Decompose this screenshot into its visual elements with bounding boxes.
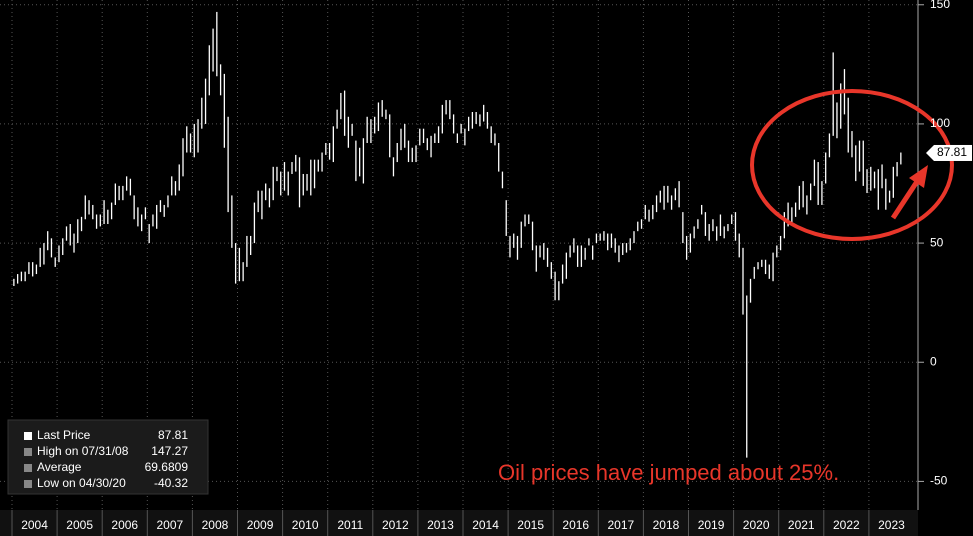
legend-swatch: [24, 432, 32, 440]
x-tick-label: 2009: [247, 518, 274, 532]
legend-swatch: [24, 448, 32, 456]
x-tick-label: 2014: [472, 518, 499, 532]
x-tick-label: 2020: [743, 518, 770, 532]
arrow-shaft: [890, 178, 921, 220]
y-tick-label: 0: [930, 354, 937, 368]
x-tick-label: 2012: [382, 518, 409, 532]
y-tick-label: 100: [930, 116, 950, 130]
legend-value: -40.32: [154, 476, 188, 490]
legend-value: 147.27: [151, 444, 188, 458]
highlight-ellipse: [750, 89, 954, 241]
legend-label: Average: [37, 460, 82, 474]
annotation: Oil prices have jumped about 25%.: [498, 460, 839, 485]
x-tick-label: 2017: [607, 518, 634, 532]
legend-label: Last Price: [37, 428, 91, 442]
last-price-pointer: [926, 144, 934, 161]
x-tick-label: 2015: [517, 518, 544, 532]
x-tick-label: 2019: [698, 518, 725, 532]
legend-label: High on 07/31/08: [37, 444, 129, 458]
legend-value: 87.81: [158, 428, 188, 442]
y-tick-label: 50: [930, 235, 944, 249]
x-tick-label: 2016: [562, 518, 589, 532]
arrow-head: [909, 165, 928, 188]
grid: [0, 0, 918, 510]
x-tick-label: 2006: [111, 518, 138, 532]
legend-swatch: [24, 480, 32, 488]
x-tick-label: 2018: [653, 518, 680, 532]
legend-label: Low on 04/30/20: [37, 476, 126, 490]
x-tick-label: 2007: [156, 518, 183, 532]
x-tick-label: 2023: [878, 518, 905, 532]
x-tick-label: 2010: [292, 518, 319, 532]
legend-swatch: [24, 464, 32, 472]
x-tick-label: 2008: [202, 518, 229, 532]
bars: [13, 11, 902, 458]
x-tick-label: 2004: [21, 518, 48, 532]
y-tick-label: 150: [930, 0, 950, 11]
x-axis-strip: [0, 510, 918, 536]
x-tick-label: 2005: [66, 518, 93, 532]
last-price-box: [934, 144, 972, 161]
x-tick-label: 2013: [427, 518, 454, 532]
x-tick-label: 2021: [788, 518, 815, 532]
legend-value: 69.6809: [145, 460, 189, 474]
x-tick-label: 2011: [337, 518, 363, 532]
x-tick-label: 2022: [833, 518, 860, 532]
last-price-label: 87.81: [937, 145, 967, 159]
legend-box: [7, 419, 209, 495]
y-tick-label: -50: [930, 474, 948, 488]
